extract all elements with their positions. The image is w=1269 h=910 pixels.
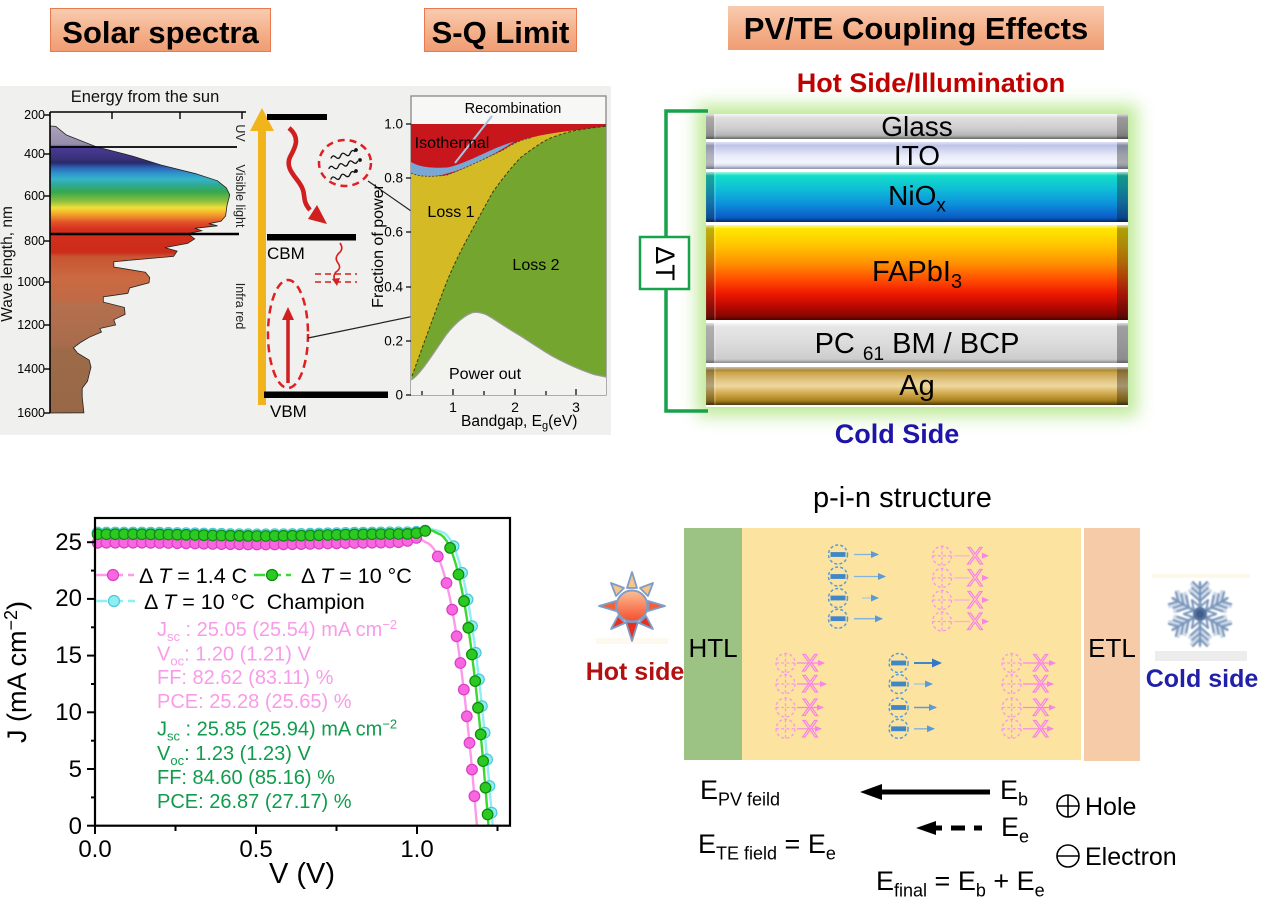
svg-text:5: 5 [69, 756, 82, 783]
svg-text:Jsc : 25.85 (25.94) mA cm−2: Jsc : 25.85 (25.94) mA cm−2 [157, 717, 397, 744]
svg-text:Recombination: Recombination [465, 101, 562, 117]
svg-text:25: 25 [55, 529, 82, 556]
svg-text:800: 800 [24, 234, 45, 248]
svg-text:Voc: 1.20 (1.21) V: Voc: 1.20 (1.21) V [157, 644, 311, 669]
svg-text:Power out: Power out [449, 366, 522, 383]
svg-text:Visible light: Visible light [233, 164, 247, 228]
svg-text:VBM: VBM [270, 402, 307, 421]
svg-text:1400: 1400 [17, 362, 45, 376]
svg-text:Δ T = 10 °C: Δ T = 10 °C [301, 564, 412, 588]
svg-text:J (mA cm−2): J (mA cm−2) [1, 601, 32, 743]
svg-text:1.0: 1.0 [400, 836, 433, 863]
svg-text:Infra red: Infra red [233, 283, 247, 330]
svg-text:3: 3 [572, 399, 580, 415]
svg-text:PCE: 26.87 (27.17) %: PCE: 26.87 (27.17) % [157, 791, 352, 813]
svg-text:0.2: 0.2 [384, 334, 403, 349]
svg-text:Δ T = 10 °C Champion: Δ T = 10 °C Champion [144, 590, 365, 614]
svg-text:0.8: 0.8 [384, 171, 403, 186]
svg-text:1: 1 [449, 399, 457, 415]
svg-text:1000: 1000 [17, 275, 45, 289]
svg-text:10: 10 [55, 699, 82, 726]
svg-text:CBM: CBM [267, 244, 305, 263]
svg-text:PCE: 25.28 (25.65) %: PCE: 25.28 (25.65) % [157, 691, 352, 713]
svg-text:UV: UV [233, 124, 247, 142]
svg-text:1200: 1200 [17, 318, 45, 332]
svg-text:0: 0 [69, 813, 82, 840]
svg-text:Fraction of power: Fraction of power [370, 184, 387, 308]
svg-text:0.4: 0.4 [384, 280, 403, 295]
svg-text:1.0: 1.0 [384, 117, 403, 132]
svg-text:Loss 2: Loss 2 [512, 257, 559, 274]
svg-text:0.0: 0.0 [78, 836, 111, 863]
svg-text:15: 15 [55, 642, 82, 669]
svg-text:Bandgap, Eg(eV): Bandgap, Eg(eV) [461, 413, 577, 432]
svg-text:Wave length, nm: Wave length, nm [0, 206, 16, 322]
svg-text:2: 2 [511, 399, 519, 415]
svg-text:200: 200 [24, 108, 45, 122]
svg-text:20: 20 [55, 585, 82, 612]
svg-text:0: 0 [395, 388, 403, 403]
svg-text:FF: 82.62 (83.11) %: FF: 82.62 (83.11) % [157, 667, 334, 689]
svg-text:Voc: 1.23 (1.23) V: Voc: 1.23 (1.23) V [157, 743, 311, 768]
svg-text:0.5: 0.5 [239, 836, 272, 863]
svg-text:Jsc : 25.05 (25.54) mA cm−2: Jsc : 25.05 (25.54) mA cm−2 [157, 617, 397, 644]
svg-text:400: 400 [24, 147, 45, 161]
svg-text:FF: 84.60 (85.16) %: FF: 84.60 (85.16) % [157, 767, 335, 789]
svg-text:Loss 1: Loss 1 [427, 204, 474, 221]
svg-text:600: 600 [24, 189, 45, 203]
svg-text:Isothermal: Isothermal [415, 135, 490, 152]
svg-text:Energy from the sun: Energy from the sun [71, 88, 220, 106]
svg-text:V (V): V (V) [269, 858, 335, 890]
svg-text:0.6: 0.6 [384, 225, 403, 240]
svg-text:1600: 1600 [17, 406, 45, 420]
svg-text:Δ T = 1.4 C: Δ T = 1.4 C [139, 564, 247, 588]
